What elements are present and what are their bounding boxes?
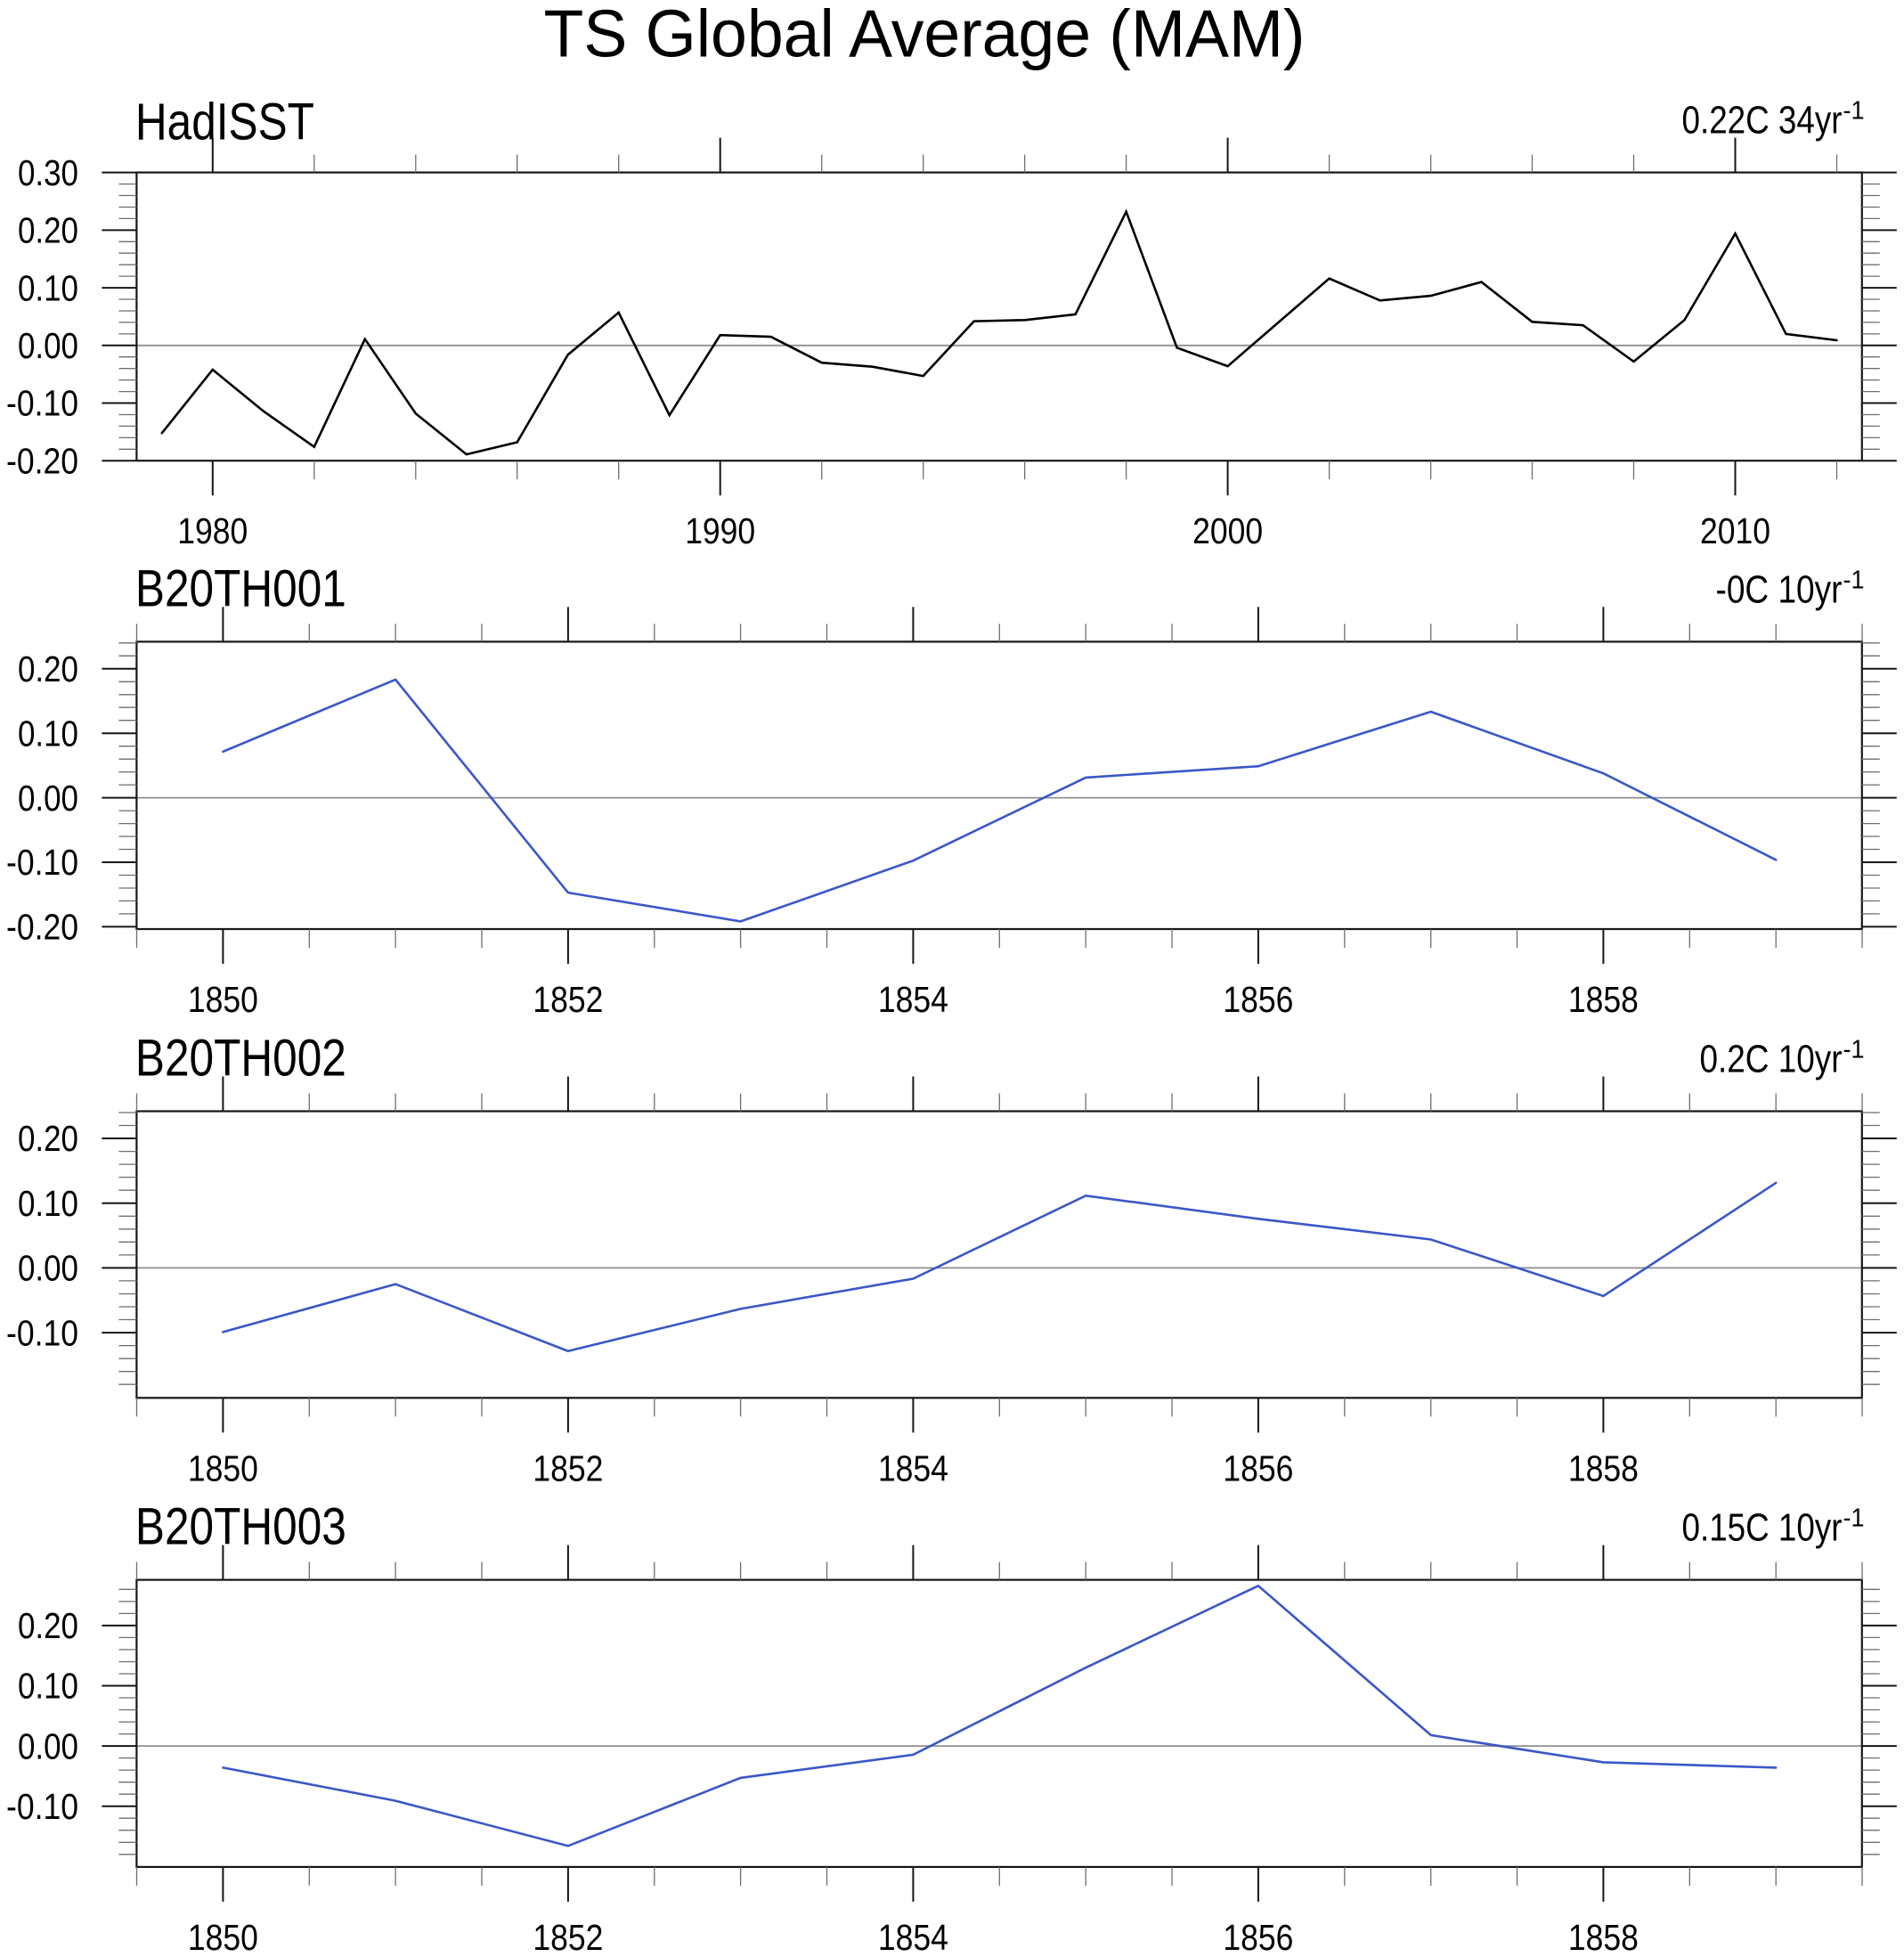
svg-text:-0.10: -0.10	[6, 1786, 78, 1827]
svg-text:0.00: 0.00	[18, 1248, 78, 1289]
svg-text:B20TH002: B20TH002	[135, 1030, 346, 1088]
svg-text:1856: 1856	[1223, 1917, 1293, 1957]
svg-text:1850: 1850	[188, 979, 258, 1020]
svg-text:0.20: 0.20	[18, 1118, 78, 1159]
svg-text:-0.10: -0.10	[6, 1312, 78, 1353]
svg-text:0.00: 0.00	[18, 1725, 78, 1766]
svg-text:0.00: 0.00	[18, 778, 78, 819]
svg-text:-1: -1	[1843, 1504, 1865, 1533]
svg-text:0.22C 34yr: 0.22C 34yr	[1682, 99, 1843, 143]
svg-text:-0.20: -0.20	[6, 907, 78, 948]
svg-text:0.00: 0.00	[18, 325, 78, 366]
svg-text:1858: 1858	[1568, 979, 1639, 1020]
svg-text:0.10: 0.10	[18, 713, 78, 754]
svg-text:0.20: 0.20	[18, 648, 78, 689]
svg-text:-1: -1	[1843, 97, 1865, 126]
svg-text:0.10: 0.10	[18, 1183, 78, 1224]
svg-text:0.10: 0.10	[18, 267, 78, 308]
svg-text:B20TH001: B20TH001	[135, 559, 346, 617]
svg-text:0.20: 0.20	[18, 210, 78, 251]
svg-text:1854: 1854	[878, 979, 948, 1020]
svg-text:1980: 1980	[177, 510, 248, 551]
svg-text:1852: 1852	[533, 1917, 603, 1957]
svg-text:-0.10: -0.10	[6, 842, 78, 883]
svg-text:2000: 2000	[1192, 510, 1263, 551]
svg-text:0.30: 0.30	[18, 152, 78, 193]
svg-text:1858: 1858	[1568, 1917, 1639, 1957]
svg-text:0.2C 10yr: 0.2C 10yr	[1700, 1038, 1843, 1081]
svg-text:1854: 1854	[878, 1917, 948, 1957]
svg-text:1858: 1858	[1568, 1447, 1639, 1488]
svg-text:1850: 1850	[188, 1447, 258, 1488]
svg-text:HadISST: HadISST	[135, 94, 314, 151]
svg-text:0.15C 10yr: 0.15C 10yr	[1682, 1506, 1843, 1550]
svg-text:-0.10: -0.10	[6, 383, 78, 424]
svg-text:B20TH003: B20TH003	[135, 1498, 346, 1556]
svg-text:-0.20: -0.20	[6, 440, 78, 481]
svg-text:-1: -1	[1843, 566, 1865, 594]
svg-text:TS Global Average (MAM): TS Global Average (MAM)	[544, 0, 1306, 71]
svg-text:1856: 1856	[1223, 979, 1293, 1020]
svg-text:1852: 1852	[533, 1447, 603, 1488]
svg-text:-0C 10yr: -0C 10yr	[1716, 567, 1843, 611]
svg-text:1856: 1856	[1223, 1447, 1293, 1488]
svg-text:1852: 1852	[533, 979, 603, 1020]
svg-text:2010: 2010	[1700, 510, 1770, 551]
svg-text:1850: 1850	[188, 1917, 258, 1957]
svg-text:0.20: 0.20	[18, 1605, 78, 1646]
svg-text:1990: 1990	[685, 510, 755, 551]
svg-text:0.10: 0.10	[18, 1666, 78, 1707]
svg-text:1854: 1854	[878, 1447, 948, 1488]
svg-text:-1: -1	[1843, 1036, 1865, 1064]
